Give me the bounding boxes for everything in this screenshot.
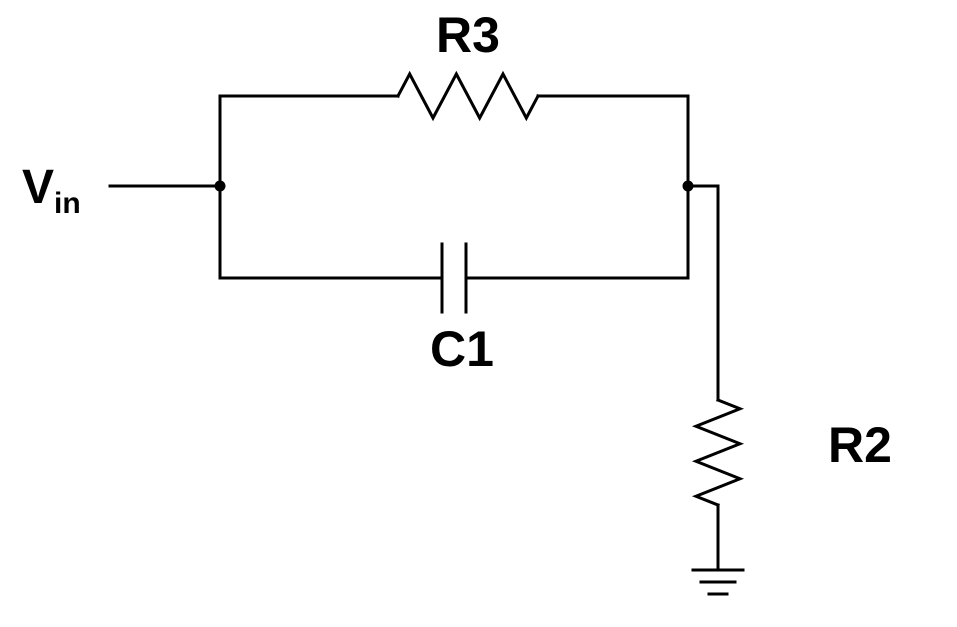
- node-left: [215, 181, 226, 192]
- vin-label-main: V: [22, 161, 54, 214]
- r3-label: R3: [436, 6, 500, 64]
- r2-label: R2: [828, 416, 892, 474]
- node-right: [683, 181, 694, 192]
- c1-label: C1: [430, 320, 494, 378]
- vin-label: Vin: [22, 160, 81, 215]
- vin-label-sub: in: [54, 187, 81, 220]
- resistor-r3: [398, 74, 538, 118]
- circuit-diagram: [0, 0, 957, 627]
- resistor-r2: [696, 400, 740, 505]
